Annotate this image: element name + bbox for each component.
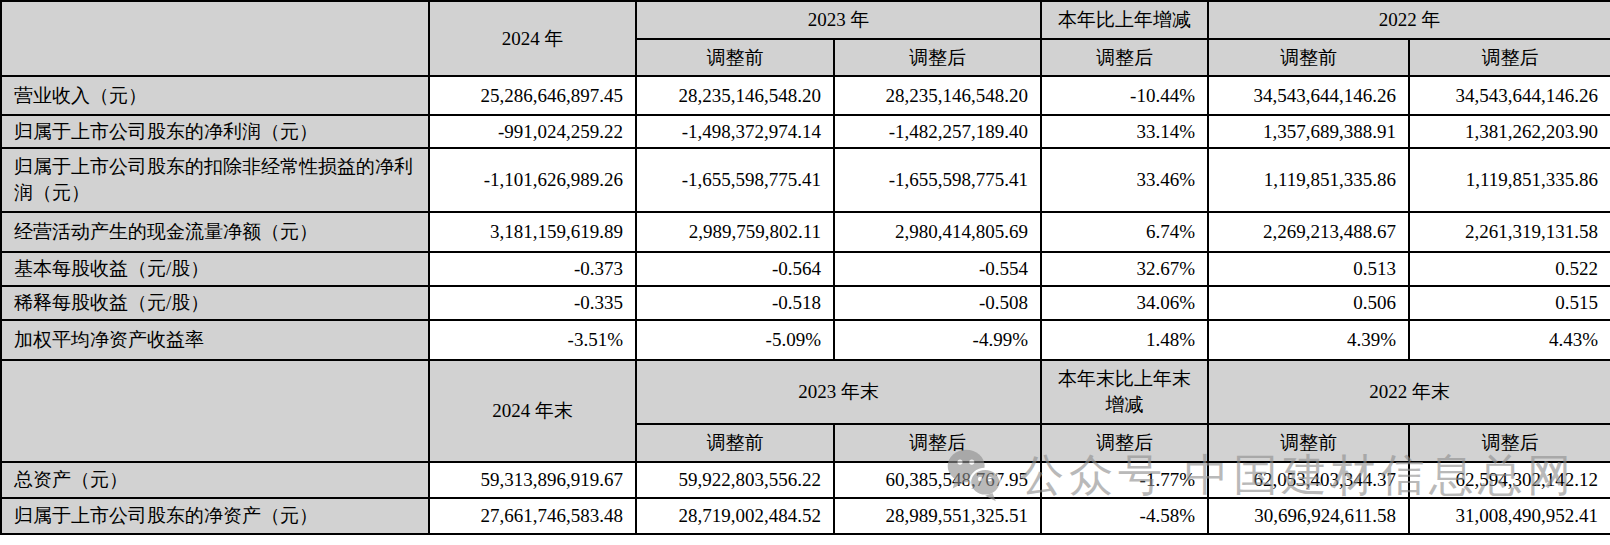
cell-change: 32.67% bbox=[1041, 252, 1208, 286]
cell-2022-before: 0.506 bbox=[1208, 286, 1409, 320]
cell-2023-before: -1,498,372,974.14 bbox=[636, 115, 834, 148]
cell-change: -1.77% bbox=[1041, 462, 1208, 498]
cell-2022-before: 1,119,851,335.86 bbox=[1208, 148, 1409, 212]
cell-2024: 25,286,646,897.45 bbox=[429, 76, 636, 115]
header-yearend-change-line2: 增减 bbox=[1054, 392, 1195, 418]
subheader-change-after: 调整后 bbox=[1041, 39, 1208, 76]
subheader-2023end-before: 调整前 bbox=[636, 424, 834, 462]
cell-2024: -0.335 bbox=[429, 286, 636, 320]
header-yearend-change: 本年末比上年末 增减 bbox=[1041, 360, 1208, 424]
cell-2022-before: 2,269,213,488.67 bbox=[1208, 212, 1409, 252]
header-2022-end: 2022 年末 bbox=[1208, 360, 1610, 424]
header-blank bbox=[1, 1, 429, 76]
cell-2024: 27,661,746,583.48 bbox=[429, 498, 636, 534]
table-row: 归属于上市公司股东的扣除非经常性损益的净利润（元） -1,101,626,989… bbox=[1, 148, 1610, 212]
row-label: 归属于上市公司股东的净利润（元） bbox=[1, 115, 429, 148]
cell-2023-before: -1,655,598,775.41 bbox=[636, 148, 834, 212]
subheader-2022end-before: 调整前 bbox=[1208, 424, 1409, 462]
header-2023-end: 2023 年末 bbox=[636, 360, 1041, 424]
cell-change: 34.06% bbox=[1041, 286, 1208, 320]
header-yearend-change-line1: 本年末比上年末 bbox=[1054, 366, 1195, 392]
financial-summary-table: 2024 年 2023 年 本年比上年增减 2022 年 调整前 调整后 调整后… bbox=[0, 0, 1610, 535]
cell-2022-after: 0.522 bbox=[1409, 252, 1610, 286]
cell-2022-after: 0.515 bbox=[1409, 286, 1610, 320]
cell-2023-after: -0.554 bbox=[834, 252, 1041, 286]
row-label: 基本每股收益（元/股） bbox=[1, 252, 429, 286]
row-label: 加权平均净资产收益率 bbox=[1, 320, 429, 360]
cell-2022-after: 2,261,319,131.58 bbox=[1409, 212, 1610, 252]
cell-2022-before: 1,357,689,388.91 bbox=[1208, 115, 1409, 148]
subheader-2022-after: 调整后 bbox=[1409, 39, 1610, 76]
row-label: 总资产（元） bbox=[1, 462, 429, 498]
cell-2023-after: 2,980,414,805.69 bbox=[834, 212, 1041, 252]
cell-2022-before: 4.39% bbox=[1208, 320, 1409, 360]
cell-2022-after: 1,381,262,203.90 bbox=[1409, 115, 1610, 148]
table-row: 营业收入（元） 25,286,646,897.45 28,235,146,548… bbox=[1, 76, 1610, 115]
subheader-2023end-after: 调整后 bbox=[834, 424, 1041, 462]
cell-2022-after: 31,008,490,952.41 bbox=[1409, 498, 1610, 534]
cell-change: -4.58% bbox=[1041, 498, 1208, 534]
cell-2022-after: 62,594,302,142.12 bbox=[1409, 462, 1610, 498]
row-label: 归属于上市公司股东的扣除非经常性损益的净利润（元） bbox=[1, 148, 429, 212]
table-row: 加权平均净资产收益率 -3.51% -5.09% -4.99% 1.48% 4.… bbox=[1, 320, 1610, 360]
cell-2024: -991,024,259.22 bbox=[429, 115, 636, 148]
cell-2022-before: 0.513 bbox=[1208, 252, 1409, 286]
table-row: 基本每股收益（元/股） -0.373 -0.564 -0.554 32.67% … bbox=[1, 252, 1610, 286]
header-row-yearend: 2024 年末 2023 年末 本年末比上年末 增减 2022 年末 bbox=[1, 360, 1610, 424]
cell-2023-after: 60,385,548,767.95 bbox=[834, 462, 1041, 498]
cell-change: 1.48% bbox=[1041, 320, 1208, 360]
header-blank bbox=[1, 360, 429, 462]
subheader-changeend-after: 调整后 bbox=[1041, 424, 1208, 462]
cell-2024: 3,181,159,619.89 bbox=[429, 212, 636, 252]
header-change: 本年比上年增减 bbox=[1041, 1, 1208, 39]
table-row: 归属于上市公司股东的净资产（元） 27,661,746,583.48 28,71… bbox=[1, 498, 1610, 534]
cell-2023-before: -5.09% bbox=[636, 320, 834, 360]
cell-2024: -1,101,626,989.26 bbox=[429, 148, 636, 212]
cell-2022-after: 4.43% bbox=[1409, 320, 1610, 360]
table-row: 稀释每股收益（元/股） -0.335 -0.518 -0.508 34.06% … bbox=[1, 286, 1610, 320]
subheader-2022end-after: 调整后 bbox=[1409, 424, 1610, 462]
table-row: 归属于上市公司股东的净利润（元） -991,024,259.22 -1,498,… bbox=[1, 115, 1610, 148]
subheader-2023-before: 调整前 bbox=[636, 39, 834, 76]
cell-2022-before: 34,543,644,146.26 bbox=[1208, 76, 1409, 115]
row-label: 稀释每股收益（元/股） bbox=[1, 286, 429, 320]
cell-2023-before: 28,235,146,548.20 bbox=[636, 76, 834, 115]
cell-2022-after: 34,543,644,146.26 bbox=[1409, 76, 1610, 115]
row-label: 经营活动产生的现金流量净额（元） bbox=[1, 212, 429, 252]
row-label: 营业收入（元） bbox=[1, 76, 429, 115]
row-label: 归属于上市公司股东的净资产（元） bbox=[1, 498, 429, 534]
header-row-years: 2024 年 2023 年 本年比上年增减 2022 年 bbox=[1, 1, 1610, 39]
cell-change: -10.44% bbox=[1041, 76, 1208, 115]
subheader-2022-before: 调整前 bbox=[1208, 39, 1409, 76]
cell-2024: -3.51% bbox=[429, 320, 636, 360]
cell-change: 33.46% bbox=[1041, 148, 1208, 212]
header-2024: 2024 年 bbox=[429, 1, 636, 76]
header-2024-end: 2024 年末 bbox=[429, 360, 636, 462]
cell-2023-after: -4.99% bbox=[834, 320, 1041, 360]
cell-2023-before: -0.564 bbox=[636, 252, 834, 286]
cell-change: 6.74% bbox=[1041, 212, 1208, 252]
cell-2023-before: 59,922,803,556.22 bbox=[636, 462, 834, 498]
cell-2023-after: -0.508 bbox=[834, 286, 1041, 320]
cell-2023-after: -1,482,257,189.40 bbox=[834, 115, 1041, 148]
cell-2024: 59,313,896,919.67 bbox=[429, 462, 636, 498]
cell-2022-after: 1,119,851,335.86 bbox=[1409, 148, 1610, 212]
cell-2022-before: 30,696,924,611.58 bbox=[1208, 498, 1409, 534]
cell-2023-before: 2,989,759,802.11 bbox=[636, 212, 834, 252]
cell-2023-before: -0.518 bbox=[636, 286, 834, 320]
cell-2023-after: 28,989,551,325.51 bbox=[834, 498, 1041, 534]
subheader-2023-after: 调整后 bbox=[834, 39, 1041, 76]
table-row: 总资产（元） 59,313,896,919.67 59,922,803,556.… bbox=[1, 462, 1610, 498]
cell-2023-after: 28,235,146,548.20 bbox=[834, 76, 1041, 115]
cell-2024: -0.373 bbox=[429, 252, 636, 286]
header-2023: 2023 年 bbox=[636, 1, 1041, 39]
table-row: 经营活动产生的现金流量净额（元） 3,181,159,619.89 2,989,… bbox=[1, 212, 1610, 252]
header-2022: 2022 年 bbox=[1208, 1, 1610, 39]
cell-2023-after: -1,655,598,775.41 bbox=[834, 148, 1041, 212]
cell-change: 33.14% bbox=[1041, 115, 1208, 148]
cell-2022-before: 62,053,403,344.37 bbox=[1208, 462, 1409, 498]
cell-2023-before: 28,719,002,484.52 bbox=[636, 498, 834, 534]
